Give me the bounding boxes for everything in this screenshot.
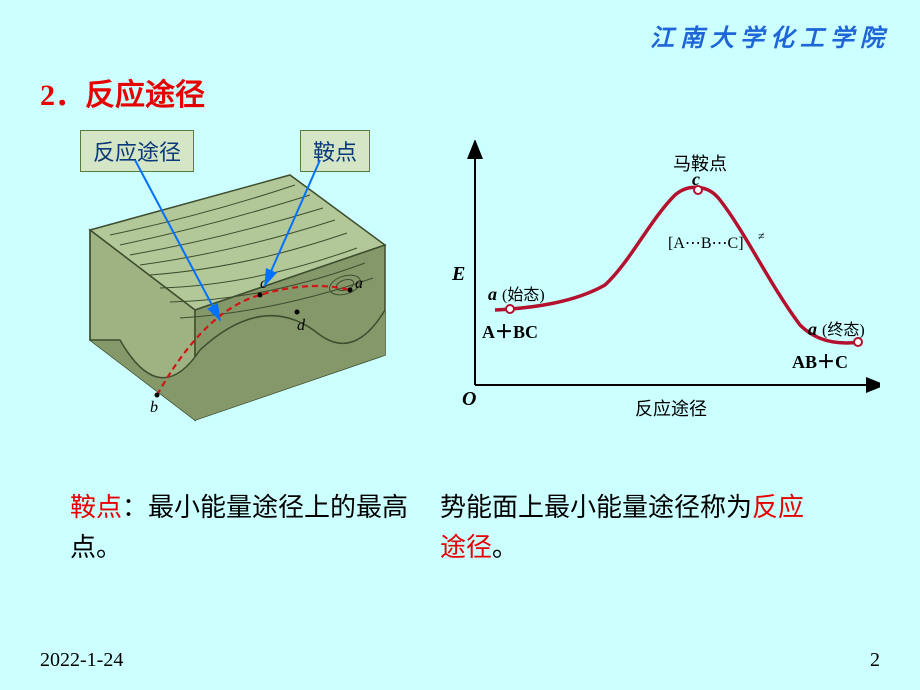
end-state: (终态) xyxy=(822,321,865,339)
start-a: a xyxy=(488,284,497,304)
start-state: (始态) xyxy=(502,286,545,304)
x-axis-label: 反应途径 xyxy=(635,399,707,419)
point-d-label: d xyxy=(297,317,306,334)
saddle-term: 鞍点 xyxy=(70,493,122,522)
surface-prefix: 势能面上最小能量途径称为 xyxy=(440,493,752,522)
y-axis-label: E xyxy=(451,263,465,285)
reaction-path-definition: 势能面上最小能量途径称为反应途径。 xyxy=(440,488,820,569)
saddle-label: 马鞍点 xyxy=(673,154,727,174)
footer-date: 2022-1-24 xyxy=(40,649,123,672)
reactant-label: A＋BC xyxy=(482,322,538,342)
complex-sup: ≠ xyxy=(758,229,765,243)
energy-profile-chart: E O 反应途径 马鞍点 c [A⋯B⋯C] ≠ a (始态) A＋BC a (… xyxy=(440,140,880,430)
end-a: a xyxy=(808,319,817,339)
origin-label: O xyxy=(462,388,476,410)
footer-page: 2 xyxy=(870,649,880,672)
period: 。 xyxy=(492,533,518,562)
saddle-definition: 鞍点：最小能量途径上的最高点。 xyxy=(70,488,410,569)
complex-label: [A⋯B⋯C] xyxy=(668,235,744,252)
section-title: 2．反应途径 xyxy=(40,70,205,114)
potential-surface-3d: a b c d xyxy=(65,160,395,440)
point-b-label: b xyxy=(150,399,158,416)
point-a-label: a xyxy=(355,275,363,292)
institution-header: 江南大学化工学院 xyxy=(650,18,890,53)
product-label: AB＋C xyxy=(792,352,848,372)
point-c-chart: c xyxy=(692,169,700,189)
